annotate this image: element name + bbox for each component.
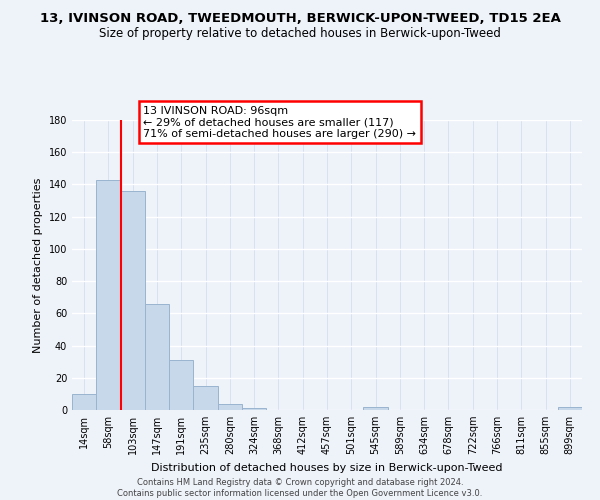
Text: 13 IVINSON ROAD: 96sqm
← 29% of detached houses are smaller (117)
71% of semi-de: 13 IVINSON ROAD: 96sqm ← 29% of detached…	[143, 106, 416, 138]
Bar	[72, 394, 96, 410]
Y-axis label: Number of detached properties: Number of detached properties	[33, 178, 43, 352]
Bar	[218, 404, 242, 410]
Bar	[242, 408, 266, 410]
Bar	[364, 407, 388, 410]
Bar	[145, 304, 169, 410]
Text: 13, IVINSON ROAD, TWEEDMOUTH, BERWICK-UPON-TWEED, TD15 2EA: 13, IVINSON ROAD, TWEEDMOUTH, BERWICK-UP…	[40, 12, 560, 26]
Bar	[558, 407, 582, 410]
Bar	[193, 386, 218, 410]
Bar	[121, 191, 145, 410]
Bar	[96, 180, 121, 410]
Text: Contains HM Land Registry data © Crown copyright and database right 2024.
Contai: Contains HM Land Registry data © Crown c…	[118, 478, 482, 498]
Text: Size of property relative to detached houses in Berwick-upon-Tweed: Size of property relative to detached ho…	[99, 28, 501, 40]
Bar	[169, 360, 193, 410]
X-axis label: Distribution of detached houses by size in Berwick-upon-Tweed: Distribution of detached houses by size …	[151, 462, 503, 472]
